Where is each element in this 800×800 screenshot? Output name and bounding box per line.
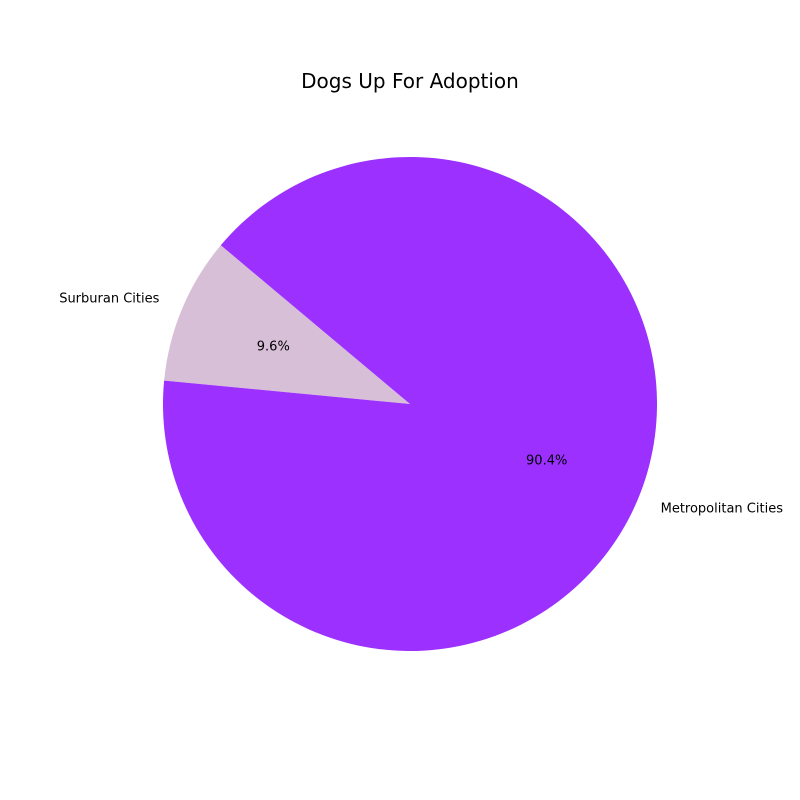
pie-category-label-surburan-cities: Surburan Cities	[59, 292, 159, 307]
pie-slice-surburan-cities	[164, 245, 410, 404]
pie-percent-label-surburan-cities: 9.6%	[257, 339, 290, 354]
pie-percent-label-metropolitan-cities: 90.4%	[526, 454, 567, 469]
pie-labels: 9.6% Surburan Cities 90.4% Metropolitan Cit…	[59, 292, 783, 517]
pie-category-label-metropolitan-cities: Metropolitan Cities	[661, 501, 784, 516]
pie-slices	[163, 157, 657, 652]
chart-title: Dogs Up For Adoption	[301, 69, 519, 93]
pie-slice-metropolitan-cities	[163, 157, 657, 652]
